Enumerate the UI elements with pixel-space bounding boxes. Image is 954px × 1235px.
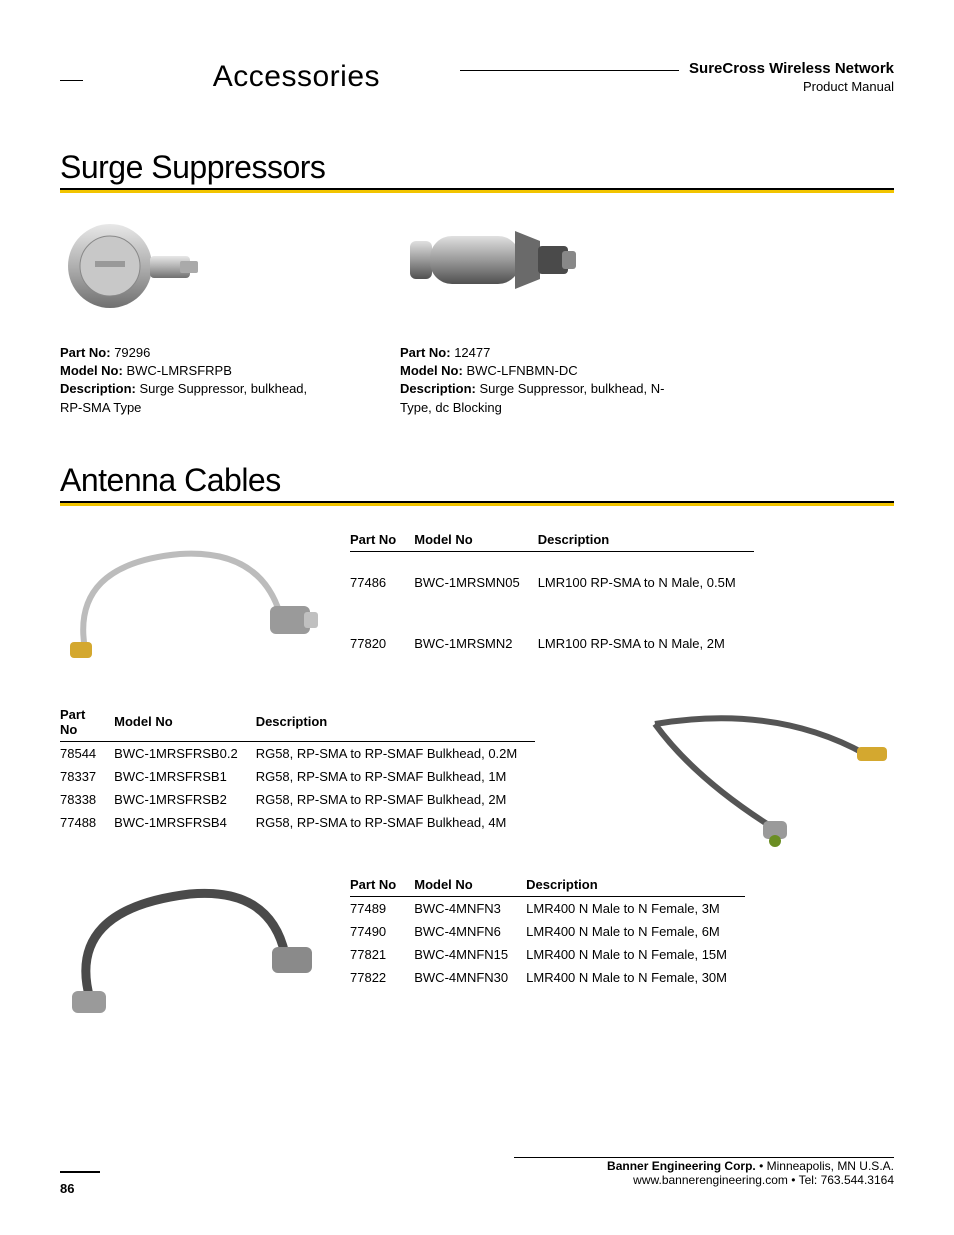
- table-cell: LMR400 N Male to N Female, 3M: [526, 896, 745, 920]
- footer-company: Banner Engineering Corp.: [607, 1159, 756, 1173]
- table-cell: BWC-4MNFN6: [414, 920, 526, 943]
- antenna-table-3: Part No Model No Description 77489BWC-4M…: [350, 873, 745, 989]
- antenna-row-1: Part No Model No Description 77486BWC-1M…: [60, 524, 894, 674]
- th-desc: Description: [538, 528, 754, 552]
- table-cell: BWC-4MNFN30: [414, 966, 526, 989]
- surge-image-1: [60, 211, 220, 326]
- table-cell: BWC-1MRSFRSB4: [114, 811, 256, 834]
- table-row: 78544BWC-1MRSFRSB0.2RG58, RP-SMA to RP-S…: [60, 741, 535, 765]
- th-part: Part No: [350, 528, 414, 552]
- surge-item-1: Part No: 79296 Model No: BWC-LMRSFRPB De…: [60, 211, 330, 417]
- table-row: 77821BWC-4MNFN15LMR400 N Male to N Femal…: [350, 943, 745, 966]
- page-footer: Banner Engineering Corp. • Minneapolis, …: [60, 1157, 894, 1197]
- tbody-3: 77489BWC-4MNFN3LMR400 N Male to N Female…: [350, 896, 745, 989]
- surge-section-title: Surge Suppressors: [60, 149, 894, 186]
- antenna-table-1: Part No Model No Description 77486BWC-1M…: [350, 528, 754, 674]
- brand-title: SureCross Wireless Network: [689, 60, 894, 77]
- label-desc-2: Description:: [400, 381, 476, 396]
- table-row: 77820BWC-1MRSMN2LMR100 RP-SMA to N Male,…: [350, 613, 754, 674]
- label-modelno-2: Model No:: [400, 363, 463, 378]
- table-cell: 77490: [350, 920, 414, 943]
- table-cell: LMR100 RP-SMA to N Male, 2M: [538, 613, 754, 674]
- table-cell: BWC-1MRSFRSB0.2: [114, 741, 256, 765]
- cable-image-2: [635, 699, 895, 849]
- label-partno-2: Part No:: [400, 345, 451, 360]
- label-partno: Part No:: [60, 345, 111, 360]
- table-cell: LMR400 N Male to N Female, 30M: [526, 966, 745, 989]
- table-cell: BWC-4MNFN3: [414, 896, 526, 920]
- table-cell: BWC-1MRSFRSB1: [114, 765, 256, 788]
- footer-location: Minneapolis, MN U.S.A.: [767, 1159, 894, 1173]
- table-cell: RG58, RP-SMA to RP-SMAF Bulkhead, 0.2M: [256, 741, 536, 765]
- tbody-2: 78544BWC-1MRSFRSB0.2RG58, RP-SMA to RP-S…: [60, 741, 535, 834]
- footer-web: www.bannerengineering.com: [633, 1173, 788, 1187]
- page-header: Accessories SureCross Wireless Network P…: [60, 60, 894, 94]
- value-partno-2: 12477: [454, 345, 490, 360]
- table-cell: RG58, RP-SMA to RP-SMAF Bulkhead, 1M: [256, 765, 536, 788]
- table-row: 77489BWC-4MNFN3LMR400 N Male to N Female…: [350, 896, 745, 920]
- brand-subtitle: Product Manual: [460, 79, 894, 94]
- surge-image-2: [400, 211, 560, 326]
- table-cell: 77820: [350, 613, 414, 674]
- table-cell: BWC-1MRSFRSB2: [114, 788, 256, 811]
- header-section-title: Accessories: [213, 60, 380, 94]
- antenna-row-2: Part No Model No Description 78544BWC-1M…: [60, 699, 894, 849]
- label-modelno: Model No:: [60, 363, 123, 378]
- footer-bullet1: •: [756, 1159, 767, 1173]
- th-model: Model No: [414, 528, 537, 552]
- footer-left-rule: [60, 1171, 100, 1173]
- table-cell: RG58, RP-SMA to RP-SMAF Bulkhead, 4M: [256, 811, 536, 834]
- table-row: 77488BWC-1MRSFRSB4RG58, RP-SMA to RP-SMA…: [60, 811, 535, 834]
- th-part: Part No: [350, 873, 414, 897]
- value-modelno-2: BWC-LFNBMN-DC: [466, 363, 577, 378]
- table-row: 78337BWC-1MRSFRSB1RG58, RP-SMA to RP-SMA…: [60, 765, 535, 788]
- table-cell: BWC-4MNFN15: [414, 943, 526, 966]
- table-row: 77486BWC-1MRSMN05LMR100 RP-SMA to N Male…: [350, 551, 754, 613]
- value-modelno-1: BWC-LMRSFRPB: [126, 363, 231, 378]
- table-cell: 77486: [350, 551, 414, 613]
- table-cell: LMR400 N Male to N Female, 6M: [526, 920, 745, 943]
- th-model: Model No: [114, 703, 256, 742]
- th-desc: Description: [256, 703, 536, 742]
- th-part: Part No: [60, 703, 114, 742]
- label-desc: Description:: [60, 381, 136, 396]
- table-cell: BWC-1MRSMN05: [414, 551, 537, 613]
- antenna-section-rule: [60, 501, 894, 506]
- table-row: 77490BWC-4MNFN6LMR400 N Male to N Female…: [350, 920, 745, 943]
- table-cell: 77821: [350, 943, 414, 966]
- table-cell: 77489: [350, 896, 414, 920]
- cable-image-1: [60, 524, 320, 674]
- table-cell: 78338: [60, 788, 114, 811]
- table-cell: 78544: [60, 741, 114, 765]
- table-cell: 78337: [60, 765, 114, 788]
- header-short-rule: [60, 80, 83, 81]
- table-cell: BWC-1MRSMN2: [414, 613, 537, 674]
- table-row: 78338BWC-1MRSFRSB2RG58, RP-SMA to RP-SMA…: [60, 788, 535, 811]
- table-cell: RG58, RP-SMA to RP-SMAF Bulkhead, 2M: [256, 788, 536, 811]
- cable-image-3: [60, 869, 320, 1019]
- th-desc: Description: [526, 873, 745, 897]
- tbody-1: 77486BWC-1MRSMN05LMR100 RP-SMA to N Male…: [350, 551, 754, 674]
- antenna-table-2: Part No Model No Description 78544BWC-1M…: [60, 703, 535, 834]
- footer-bullet2: •: [788, 1173, 799, 1187]
- value-partno-1: 79296: [114, 345, 150, 360]
- surge-items-row: Part No: 79296 Model No: BWC-LMRSFRPB De…: [60, 211, 894, 417]
- antenna-section-title: Antenna Cables: [60, 462, 894, 499]
- antenna-row-3: Part No Model No Description 77489BWC-4M…: [60, 869, 894, 1019]
- table-row: 77822BWC-4MNFN30LMR400 N Male to N Femal…: [350, 966, 745, 989]
- table-cell: 77822: [350, 966, 414, 989]
- surge-item-2: Part No: 12477 Model No: BWC-LFNBMN-DC D…: [400, 211, 670, 417]
- table-cell: 77488: [60, 811, 114, 834]
- table-cell: LMR100 RP-SMA to N Male, 0.5M: [538, 551, 754, 613]
- footer-tel: Tel: 763.544.3164: [799, 1173, 894, 1187]
- page-number: 86: [60, 1181, 74, 1196]
- table-cell: LMR400 N Male to N Female, 15M: [526, 943, 745, 966]
- th-model: Model No: [414, 873, 526, 897]
- surge-section-rule: [60, 188, 894, 193]
